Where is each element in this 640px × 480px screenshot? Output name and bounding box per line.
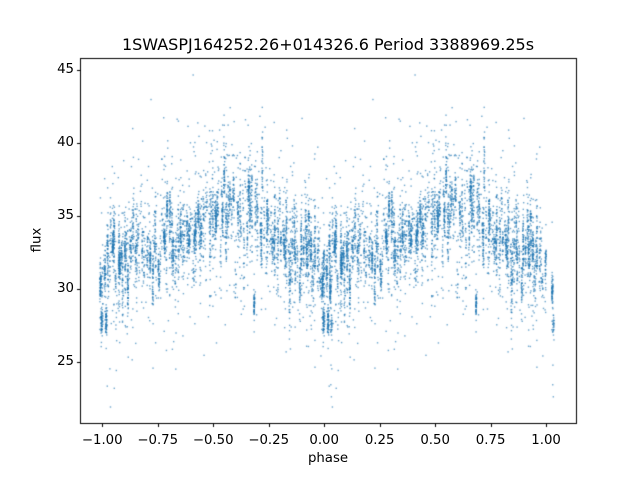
x-tick-label: 0.25 [364, 433, 395, 448]
y-tick-label: 45 [57, 62, 74, 78]
y-tick-label: 30 [57, 281, 74, 297]
chart-title: 1SWASPJ164252.26+014326.6 Period 3388969… [121, 35, 535, 54]
x-tick-label: 0.75 [475, 433, 506, 448]
x-tick-label: 0.50 [420, 433, 450, 448]
y-tick-label: 35 [57, 208, 74, 224]
x-tick-label: −0.75 [137, 433, 179, 448]
x-tick-label: 0.00 [309, 433, 339, 448]
x-tick-label: 1.00 [531, 433, 561, 448]
y-axis-label: flux [29, 227, 45, 253]
x-tick-label: −0.25 [248, 433, 290, 448]
x-tick-label: −0.50 [192, 433, 234, 448]
x-axis-label: phase [307, 451, 349, 466]
y-tick-label: 40 [57, 135, 74, 151]
x-tick-label: −1.00 [81, 433, 123, 448]
y-tick-label: 25 [57, 354, 74, 370]
